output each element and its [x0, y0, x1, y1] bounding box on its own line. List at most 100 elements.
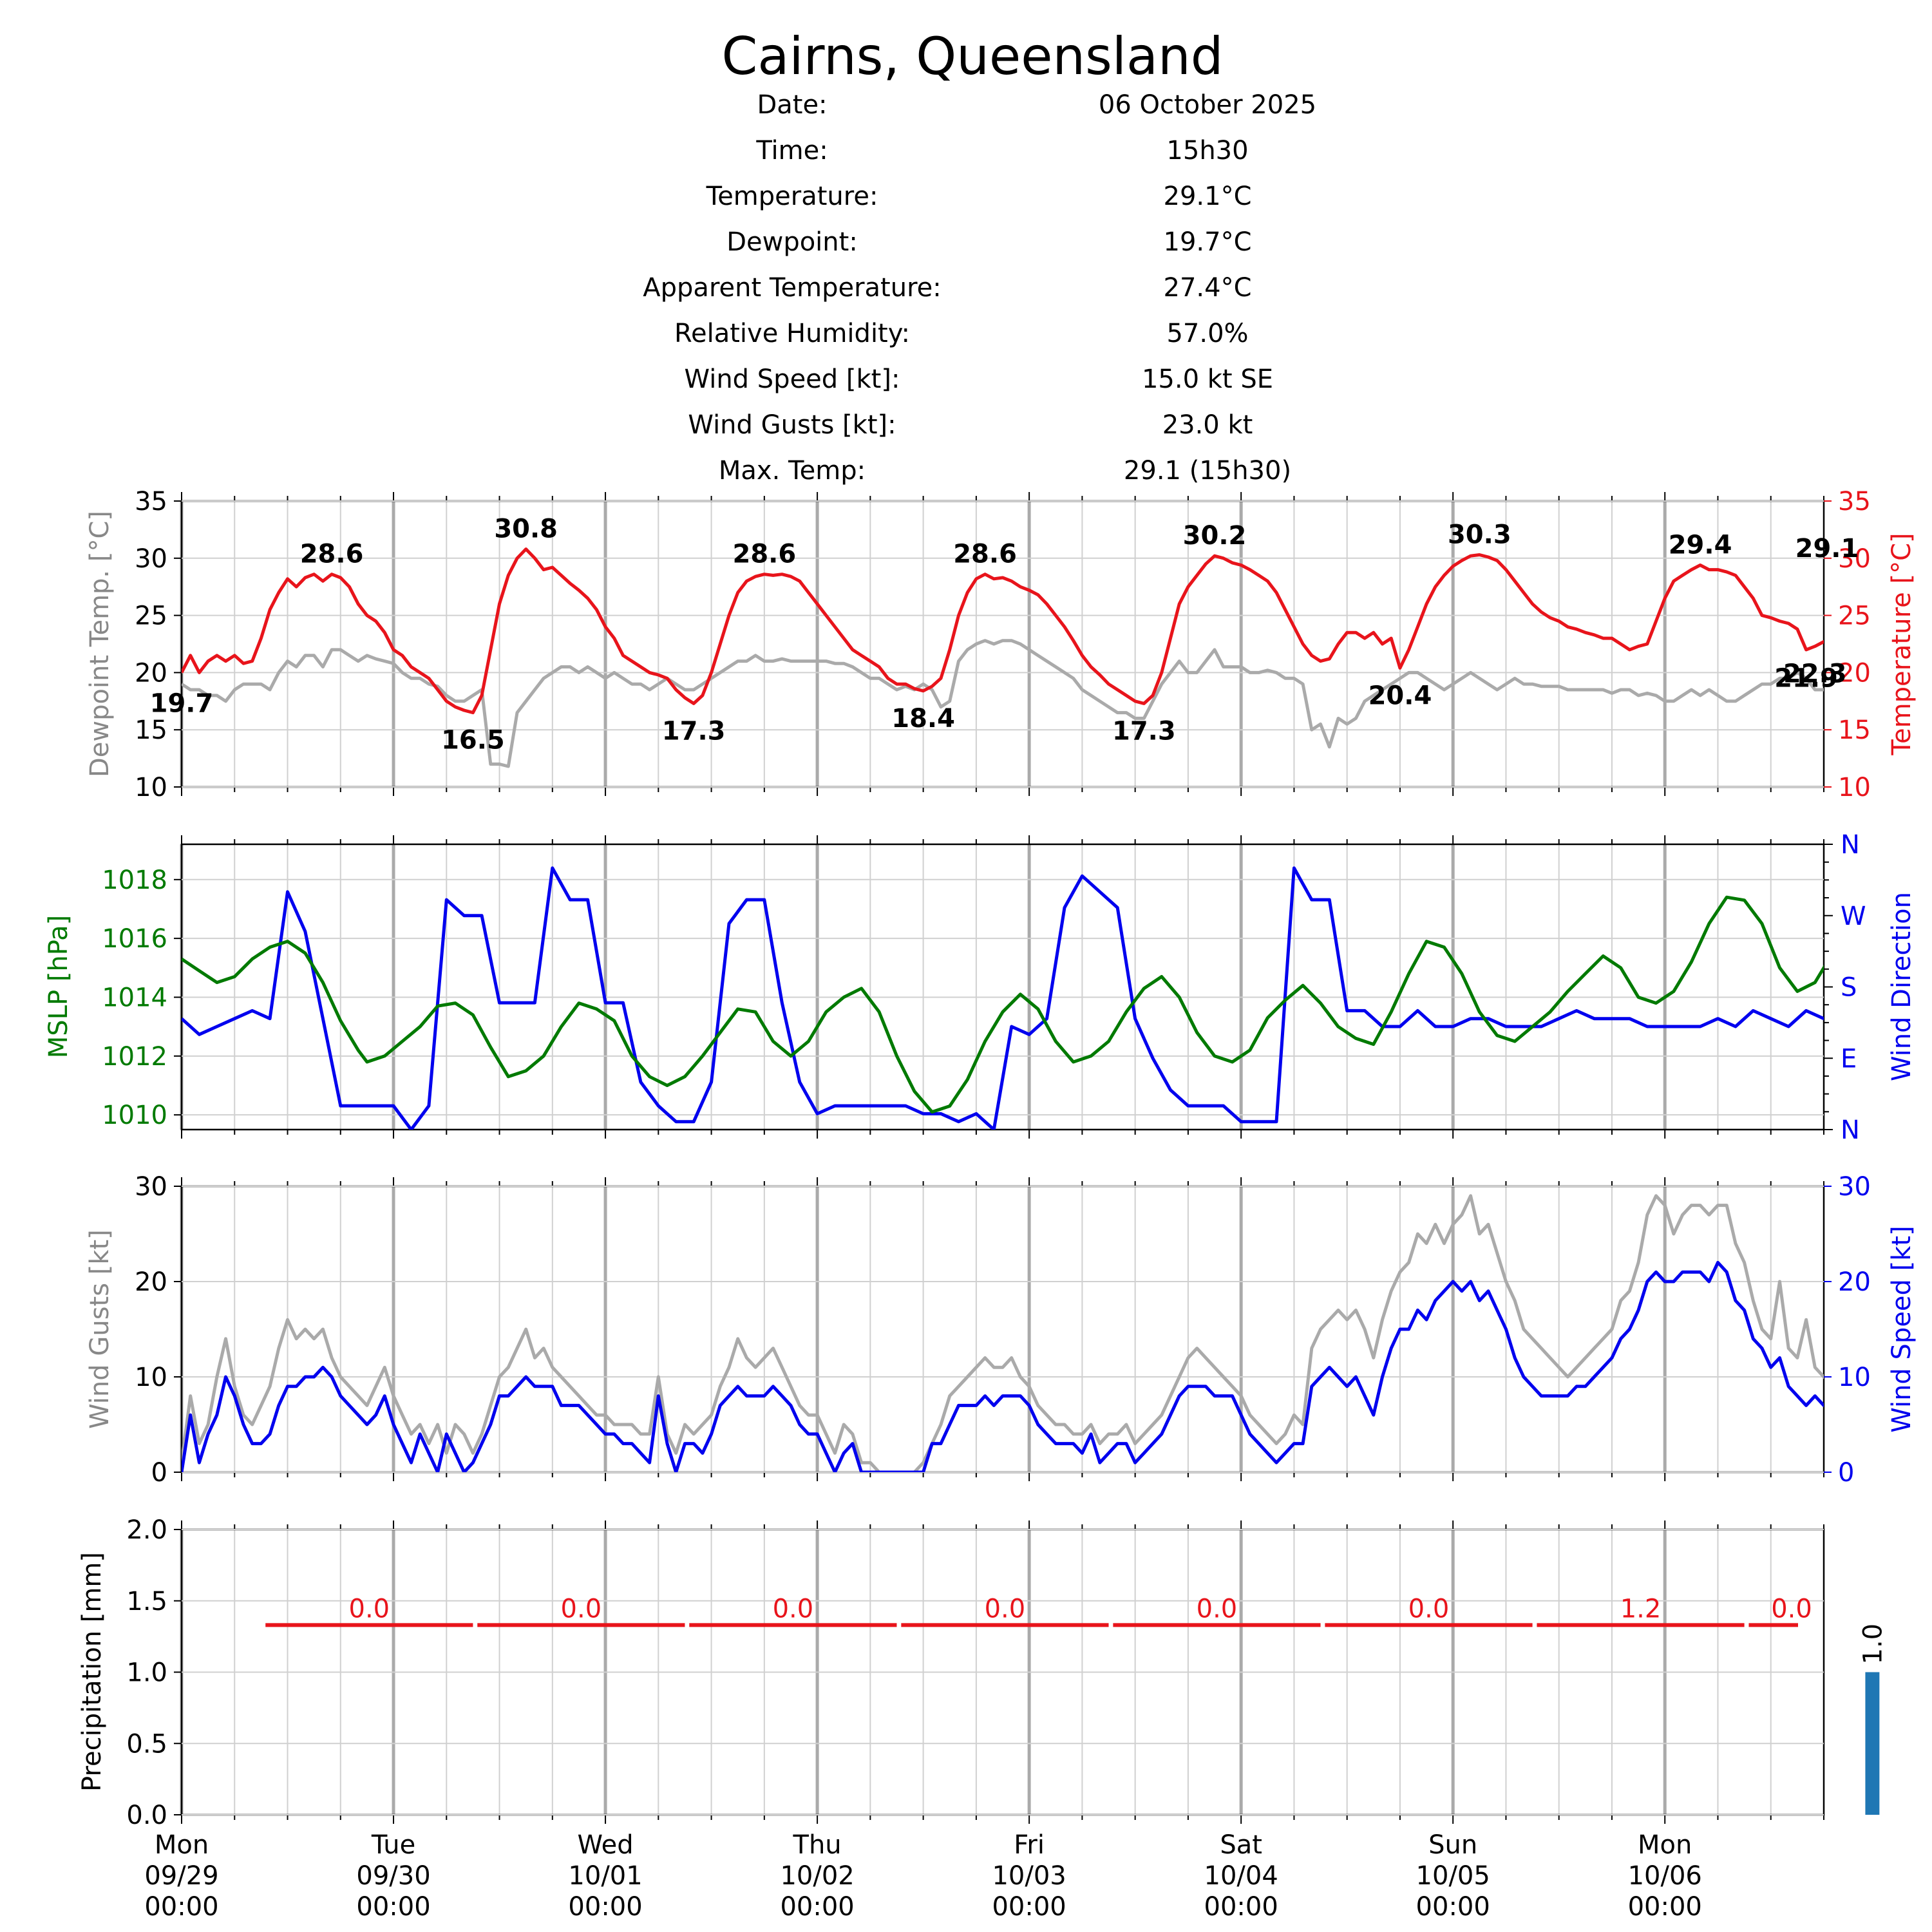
daily-total-label: 1.2: [1620, 1594, 1662, 1624]
precipitation-axis-label: Precipitation [mm]: [77, 1552, 107, 1792]
info-value-2: 29.1°C: [1164, 182, 1252, 211]
daily-total-label: 0.0: [985, 1594, 1026, 1624]
info-label-4: Apparent Temperature:: [643, 273, 941, 303]
wind-direction-tick-label: E: [1841, 1044, 1857, 1074]
precip-left-tick-label: 0.5: [126, 1729, 167, 1759]
temp-left-tick-label: 15: [135, 715, 167, 745]
x-tick-date: 10/04: [1204, 1861, 1278, 1891]
temp-annotation-min: 17.3: [1112, 716, 1176, 746]
precip-left-tick-label: 1.5: [126, 1587, 167, 1616]
x-tick-date: 10/05: [1416, 1861, 1490, 1891]
x-tick-day: Mon: [155, 1830, 209, 1860]
temp-annotation-min: 16.5: [441, 726, 505, 755]
temp-annotation-min: 19.7: [150, 689, 214, 719]
temp-left-tick-label: 20: [135, 658, 167, 688]
time-axis: Mon09/2900:00Tue09/3000:00Wed10/0100:00T…: [144, 1830, 1702, 1922]
x-tick-time: 00:00: [992, 1892, 1066, 1922]
mslp-left-tick-label: 1016: [102, 924, 167, 954]
info-value-3: 19.7°C: [1164, 227, 1252, 257]
x-tick-day: Mon: [1638, 1830, 1692, 1860]
temp-annotation-min: 17.3: [662, 716, 726, 746]
temp-right-tick-label: 30: [1838, 544, 1871, 574]
mslp-axis-label: MSLP [hPa]: [44, 915, 73, 1058]
mslp-left-tick-label: 1014: [102, 983, 167, 1012]
wind-speed-tick-label: 0: [1838, 1458, 1854, 1488]
info-label-1: Time:: [755, 136, 828, 166]
gusts-left-tick-label: 10: [135, 1363, 167, 1392]
info-label-7: Wind Gusts [kt]:: [688, 410, 896, 440]
temp-annotation-max: 29.1: [1795, 534, 1859, 564]
gusts-left-tick-label: 0: [151, 1458, 167, 1488]
info-label-6: Wind Speed [kt]:: [685, 365, 900, 394]
wind-direction-tick-label: N: [1841, 830, 1860, 860]
mslp-left-tick-label: 1012: [102, 1042, 167, 1072]
daily-total-label: 0.0: [561, 1594, 602, 1624]
daily-total-label: 0.0: [773, 1594, 814, 1624]
precip-left-tick-label: 1.0: [126, 1658, 167, 1688]
x-tick-date: 09/29: [144, 1861, 218, 1891]
daily-total-label: 0.0: [1408, 1594, 1450, 1624]
x-tick-day: Tue: [371, 1830, 415, 1860]
figure-title: Cairns, Queensland: [721, 26, 1223, 86]
temp-annotation-min: 20.4: [1368, 681, 1432, 710]
wind-speed-panel: 0 10 20 30 0 10 20 30 Wind Gusts [kt] Wind Speed …: [85, 1172, 1917, 1488]
info-value-1: 15h30: [1166, 136, 1248, 166]
wind-direction-axis-label: Wind Direction: [1887, 892, 1917, 1081]
info-value-7: 23.0 kt: [1162, 410, 1253, 440]
precip-bar: [1865, 1672, 1880, 1815]
wind-direction-tick-label: S: [1841, 973, 1857, 1003]
wind-speed-tick-label: 10: [1838, 1363, 1871, 1392]
temperature-line: [182, 547, 1824, 715]
info-value-6: 15.0 kt SE: [1142, 365, 1273, 394]
wind-gusts-line: [182, 1194, 1824, 1472]
x-tick-time: 00:00: [1416, 1892, 1490, 1922]
temp-annotation-min: 22.3: [1783, 659, 1847, 689]
dewpoint-axis-label: Dewpoint Temp. [°C]: [85, 511, 115, 777]
x-tick-day: Sat: [1220, 1830, 1262, 1860]
info-label-2: Temperature:: [706, 182, 878, 211]
wind-direction-tick-label: N: [1841, 1115, 1860, 1145]
wind-direction-tick-label: W: [1841, 902, 1866, 931]
temp-right-tick-label: 15: [1838, 715, 1871, 745]
daily-total-label: 0.0: [1197, 1594, 1238, 1624]
temp-right-tick-label: 25: [1838, 601, 1871, 631]
mslp-left-tick-label: 1010: [102, 1101, 167, 1130]
temp-annotation-min: 18.4: [891, 704, 955, 734]
x-tick-day: Thu: [793, 1830, 842, 1860]
mslp-left-tick-label: 1018: [102, 866, 167, 895]
temp-right-tick-label: 20: [1838, 658, 1871, 688]
temp-right-tick-label: 35: [1838, 487, 1871, 516]
info-label-3: Dewpoint:: [726, 227, 858, 257]
temp-annotation-max: 30.3: [1448, 520, 1511, 549]
x-tick-day: Wed: [577, 1830, 633, 1860]
info-value-4: 27.4°C: [1164, 273, 1252, 303]
temperature-axis-label: Temperature [°C]: [1887, 533, 1917, 755]
x-tick-time: 00:00: [1204, 1892, 1278, 1922]
daily-total-label: 0.0: [1771, 1594, 1812, 1624]
temp-right-tick-label: 10: [1838, 773, 1871, 802]
temp-annotation-max: 29.4: [1669, 530, 1732, 560]
dewpoint-line: [182, 639, 1824, 768]
precip-left-tick-label: 0.0: [126, 1801, 167, 1830]
info-table: Date: 06 October 2025 Time: 15h30 Temperatur…: [643, 90, 1316, 486]
info-label-8: Max. Temp:: [719, 456, 866, 486]
temp-annotation-max: 28.6: [300, 540, 364, 569]
gusts-left-tick-label: 20: [135, 1267, 167, 1297]
info-label-0: Date:: [757, 90, 827, 120]
temp-annotation-max: 30.8: [494, 515, 558, 544]
wind-speed-tick-label: 30: [1838, 1172, 1871, 1202]
info-label-5: Relative Humidity:: [674, 319, 910, 348]
wind-speed-axis-label: Wind Speed [kt]: [1887, 1226, 1917, 1432]
x-tick-time: 00:00: [568, 1892, 642, 1922]
wind-speed-line: [182, 1260, 1824, 1472]
precip-bar-label: 1.0: [1858, 1624, 1888, 1665]
wind-gusts-axis-label: Wind Gusts [kt]: [85, 1229, 115, 1429]
x-tick-date: 09/30: [356, 1861, 430, 1891]
temp-annotation-min: 21.9: [1774, 664, 1838, 694]
temperature-panel: 10 15 20 25 30 35 10 15 20 25 30 35 Dewpoint Temp. […: [85, 487, 1917, 802]
x-tick-day: Sun: [1428, 1830, 1477, 1860]
x-tick-date: 10/03: [992, 1861, 1066, 1891]
temp-annotation-max: 30.2: [1183, 521, 1247, 551]
